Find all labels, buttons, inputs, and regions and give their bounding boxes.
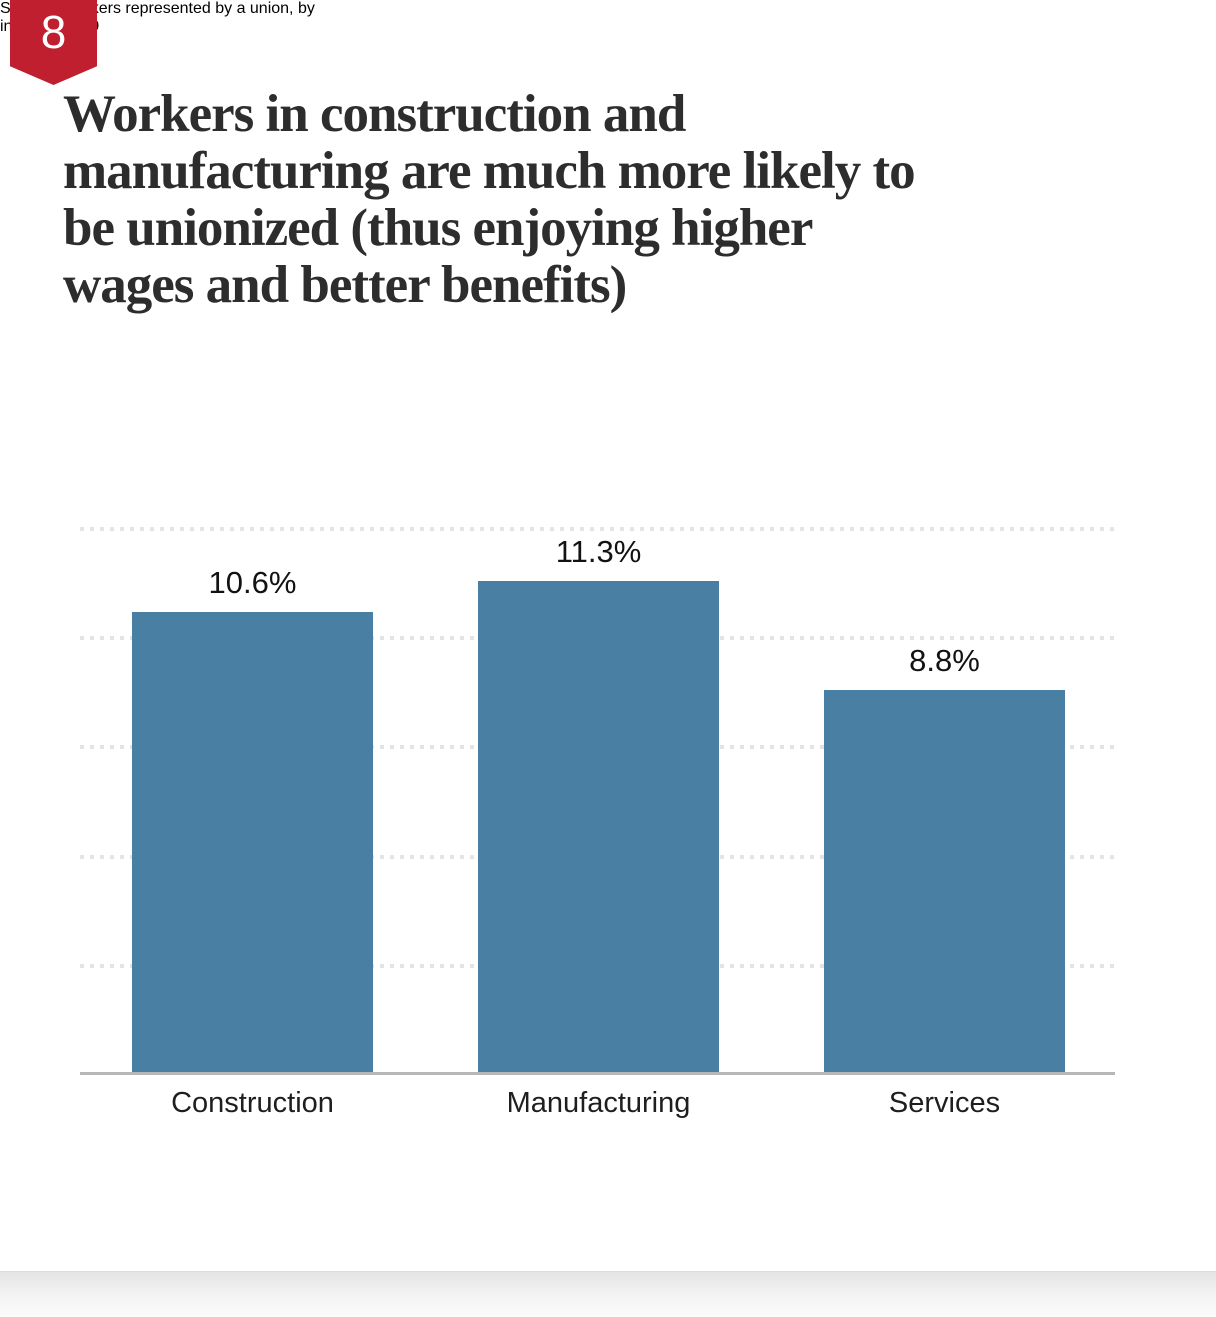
chart-subtitle-line-1: Share of workers represented by a union,… [0, 0, 315, 17]
bar-services [824, 690, 1065, 1075]
bar-chart: 10.6% Construction 11.3% Manufacturing 8.8% S… [80, 500, 1115, 1119]
chart-title-line-3: be unionized (thus enjoying higher [63, 199, 813, 257]
value-label-construction: 10.6% [208, 564, 297, 600]
chart-title: Workers in construction and manufacturin… [63, 86, 1173, 314]
page-number-badge: 8 [10, 0, 97, 85]
report-card: 8 Workers in construction and manufactur… [0, 0, 1216, 1119]
chart-subtitle-line-2: industry, 2019 [0, 18, 1216, 36]
value-label-services: 8.8% [909, 643, 980, 679]
category-label-manufacturing: Manufacturing [506, 1087, 691, 1119]
category-label-services: Services [888, 1087, 1001, 1119]
value-label-manufacturing: 11.3% [555, 534, 642, 570]
chart-title-line-1: Workers in construction and [63, 85, 686, 143]
chart-title-line-2: manufacturing are much more likely to [63, 142, 916, 200]
card-bottom-shadow [0, 1271, 1216, 1317]
page-number: 8 [40, 6, 67, 58]
gridline-12.5pct [80, 526, 1115, 531]
category-label-construction: Construction [171, 1087, 334, 1119]
chart-title-line-4: wages and better benefits) [63, 256, 627, 314]
x-axis-line [80, 1072, 1115, 1075]
bar-construction [132, 611, 373, 1075]
bar-manufacturing [478, 581, 719, 1075]
